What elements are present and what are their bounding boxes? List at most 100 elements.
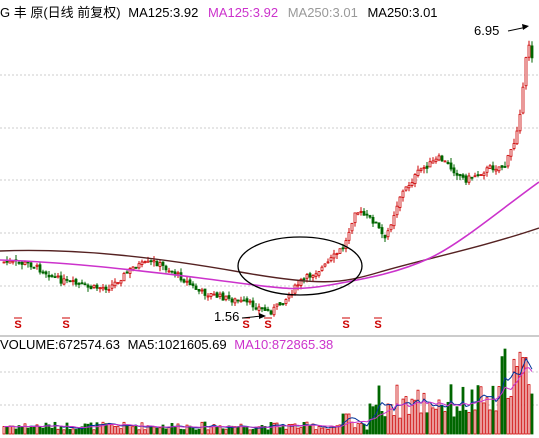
volume-bar xyxy=(161,424,165,435)
candle xyxy=(437,153,441,162)
volume-bar xyxy=(401,398,405,435)
candle xyxy=(443,160,447,163)
volume-bar xyxy=(251,428,255,435)
volume-bar xyxy=(272,422,276,435)
candle xyxy=(92,284,96,290)
volume-bar xyxy=(83,423,87,435)
volume-bar xyxy=(110,424,114,435)
volume-bar xyxy=(446,401,450,435)
candle xyxy=(176,270,180,278)
candle xyxy=(173,269,177,278)
candle xyxy=(494,165,498,175)
candle xyxy=(122,271,126,282)
candle xyxy=(245,296,249,306)
volume-bar xyxy=(128,424,132,435)
candle xyxy=(476,170,480,178)
volume-bar xyxy=(452,416,456,435)
candle xyxy=(293,283,297,296)
signal-marker: S xyxy=(62,319,69,331)
volume-bar xyxy=(80,426,84,435)
volume-bar xyxy=(212,424,216,435)
volume-bar xyxy=(17,425,21,435)
candle xyxy=(212,291,216,296)
candle xyxy=(227,291,231,301)
volume-bar xyxy=(137,429,141,435)
volume-bar xyxy=(116,425,120,435)
candle xyxy=(251,297,255,311)
candle xyxy=(95,283,99,291)
candle xyxy=(32,266,36,269)
candle xyxy=(17,261,21,265)
candle xyxy=(254,303,258,311)
volume-bar xyxy=(332,426,336,435)
candle xyxy=(137,261,141,270)
volume-bar xyxy=(362,423,366,435)
volume-bar xyxy=(458,410,462,435)
volume-bar xyxy=(77,428,81,435)
candle xyxy=(425,161,429,174)
volume-bar xyxy=(383,416,387,435)
candle xyxy=(488,164,492,169)
high-price-label: 6.95 xyxy=(474,23,500,38)
candle xyxy=(347,227,351,244)
volume-bar xyxy=(461,386,465,435)
volume-bar xyxy=(422,392,426,435)
candle xyxy=(44,270,48,278)
candle xyxy=(68,279,72,283)
candle xyxy=(413,173,417,188)
volume-bar xyxy=(26,427,30,435)
candle xyxy=(440,154,444,163)
candle xyxy=(416,165,420,178)
volume-bar xyxy=(239,423,243,435)
candle xyxy=(197,288,201,295)
candle xyxy=(83,281,87,286)
volume-bar xyxy=(236,426,240,435)
candle xyxy=(233,297,237,306)
volume-bar xyxy=(365,429,369,435)
ma125-line xyxy=(0,181,539,290)
candle xyxy=(419,167,423,173)
candle xyxy=(140,259,144,268)
candle xyxy=(374,221,378,224)
volume-bar xyxy=(131,426,135,435)
volume-label: VOLUME:672574.63 xyxy=(0,337,120,352)
volume-bar xyxy=(437,399,441,435)
candle xyxy=(134,266,138,269)
volume-bar xyxy=(305,421,309,435)
candle xyxy=(164,264,168,273)
volume-bar xyxy=(53,421,57,435)
volume-bar xyxy=(35,424,39,435)
candle xyxy=(326,258,330,264)
candle xyxy=(200,287,204,294)
candle xyxy=(464,173,468,186)
candle xyxy=(62,274,66,286)
candle xyxy=(482,171,486,180)
candle xyxy=(512,138,516,151)
candle xyxy=(170,270,174,274)
candle xyxy=(500,165,504,171)
candle xyxy=(422,165,426,174)
volume-bar xyxy=(317,426,321,435)
candle xyxy=(383,234,387,243)
candle xyxy=(377,222,381,229)
volume-bar xyxy=(182,429,186,435)
volume-bar xyxy=(398,417,402,435)
candle xyxy=(149,259,153,266)
volume-bar xyxy=(371,406,375,435)
volume-bar xyxy=(215,426,219,435)
candle xyxy=(335,252,339,259)
volume-bar xyxy=(374,404,378,435)
volume-bar xyxy=(476,385,480,435)
candle xyxy=(308,271,312,281)
volume-bar xyxy=(248,429,252,435)
candle xyxy=(320,265,324,272)
volume-bar xyxy=(197,428,201,435)
volume-bar xyxy=(113,426,117,435)
signal-marker: S xyxy=(264,319,271,331)
volume-bar xyxy=(392,415,396,435)
volume-bar xyxy=(221,428,225,435)
candle xyxy=(317,270,321,278)
volume-bar xyxy=(29,426,33,435)
volume-bar xyxy=(500,356,504,435)
